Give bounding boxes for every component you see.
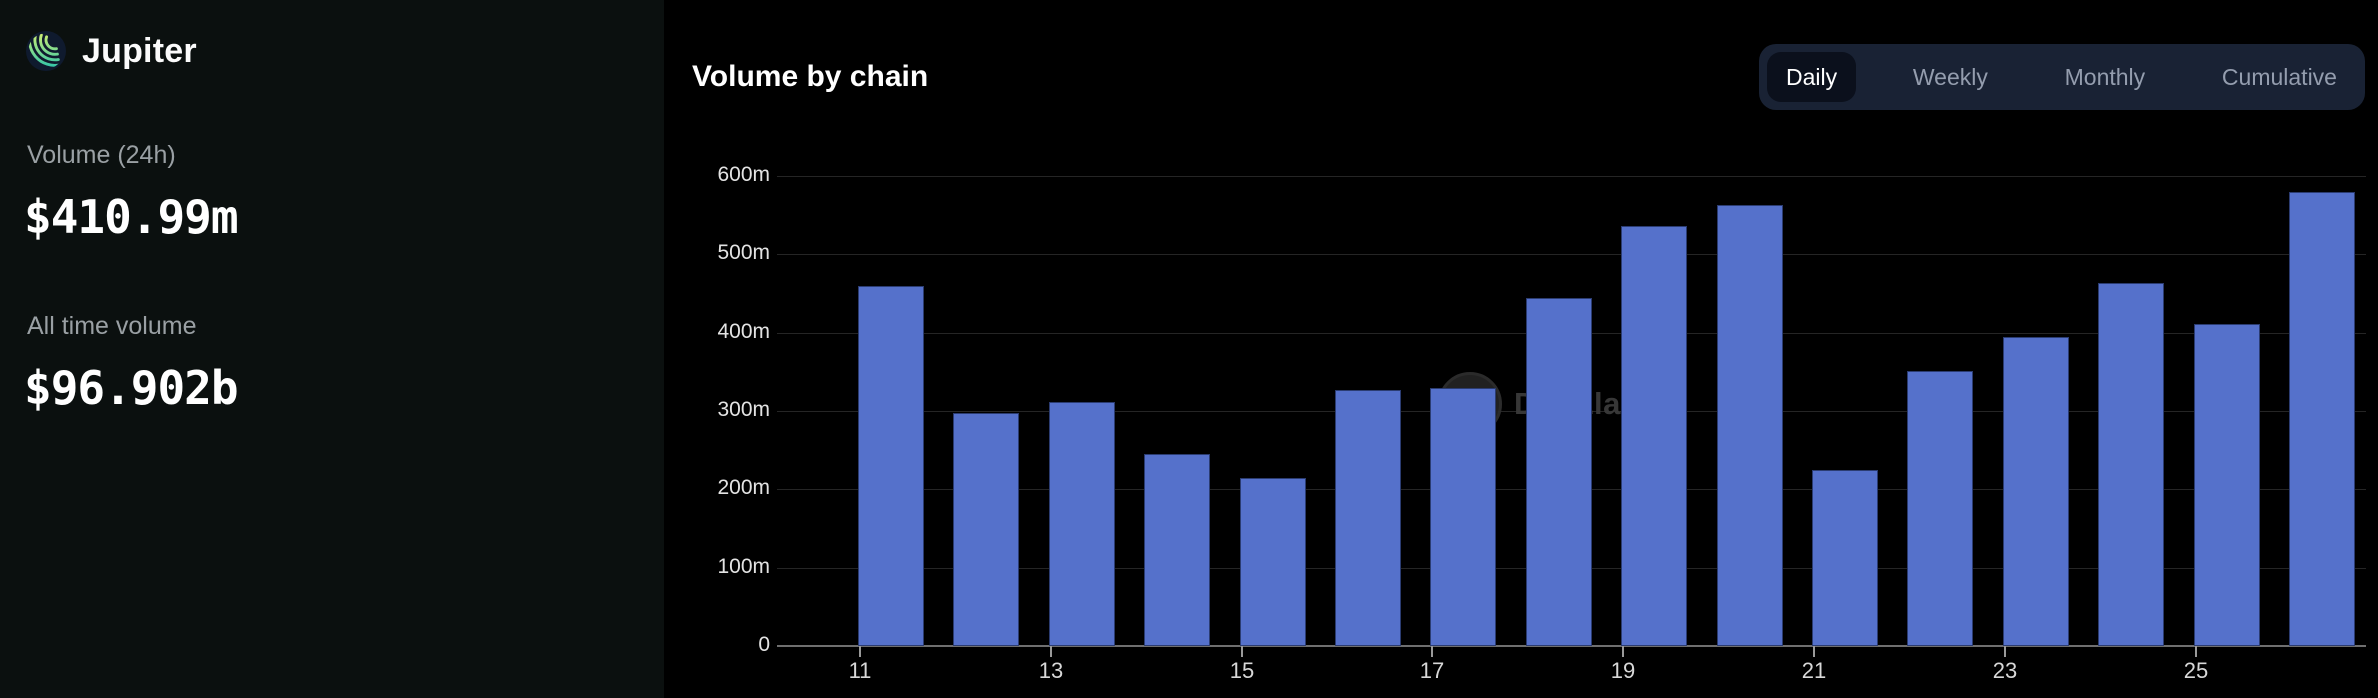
- gridline-600m: [777, 176, 2366, 177]
- bar-day-24: [2098, 283, 2164, 646]
- tab-weekly[interactable]: Weekly: [1912, 64, 1988, 90]
- bar-day-22: [1907, 371, 1973, 646]
- brand[interactable]: Jupiter: [26, 31, 197, 71]
- x-axis-label-25: 25: [2183, 658, 2209, 683]
- x-tick-17: [1431, 646, 1433, 657]
- bar-day-16: [1335, 390, 1401, 646]
- y-axis-label-100m: 100m: [717, 555, 770, 578]
- volume-24h-value: $410.99m: [24, 190, 239, 244]
- bar-day-23: [2003, 337, 2069, 646]
- x-tick-13: [1050, 646, 1052, 657]
- y-axis-label-500m: 500m: [717, 241, 770, 264]
- bar-day-14: [1144, 454, 1210, 646]
- period-tab-group: Daily Weekly Monthly Cumulative: [1759, 44, 2365, 110]
- bar-day-17: [1430, 388, 1496, 646]
- tab-cumulative[interactable]: Cumulative: [2221, 64, 2337, 90]
- chart-title: Volume by chain: [692, 60, 929, 93]
- bar-day-26: [2289, 192, 2355, 646]
- volume-24h-label: Volume (24h): [27, 141, 176, 169]
- x-axis-label-15: 15: [1229, 658, 1255, 683]
- y-axis-label-600m: 600m: [717, 163, 770, 186]
- bar-day-20: [1717, 205, 1783, 646]
- x-axis-line: [777, 645, 2366, 647]
- x-tick-19: [1622, 646, 1624, 657]
- bar-day-25: [2194, 324, 2260, 646]
- x-tick-15: [1241, 646, 1243, 657]
- y-axis-label-300m: 300m: [717, 398, 770, 421]
- x-axis-label-19: 19: [1610, 658, 1636, 683]
- app-name: Jupiter: [82, 31, 197, 70]
- x-axis-label-11: 11: [848, 658, 872, 683]
- tab-monthly[interactable]: Monthly: [2064, 64, 2146, 90]
- bar-day-11: [858, 286, 924, 646]
- all-time-volume-value: $96.902b: [24, 361, 239, 415]
- x-tick-25: [2195, 646, 2197, 657]
- y-axis-label-200m: 200m: [717, 476, 770, 499]
- bar-day-21: [1812, 470, 1878, 646]
- volume-bar-chart: 0 100m 200m 300m 400m 500m 600m 11 13 15 17 19 21 23 2…: [664, 0, 2378, 698]
- sidebar: Jupiter Volume (24h) $410.99m All time v…: [0, 0, 664, 698]
- x-tick-11: [859, 646, 861, 657]
- y-axis-label-0: 0: [758, 633, 770, 656]
- bar-day-15: [1240, 478, 1306, 646]
- bar-day-12: [953, 413, 1019, 646]
- x-tick-23: [2004, 646, 2006, 657]
- jupiter-logo-icon: [26, 31, 66, 71]
- x-tick-21: [1813, 646, 1815, 657]
- x-axis-label-23: 23: [1992, 658, 2018, 683]
- bar-day-18: [1526, 298, 1592, 646]
- x-axis-label-13: 13: [1038, 658, 1064, 683]
- bar-day-13: [1049, 402, 1115, 646]
- x-axis-label-21: 21: [1801, 658, 1827, 683]
- gridline-500m: [777, 254, 2366, 255]
- bar-day-19: [1621, 226, 1687, 646]
- all-time-volume-label: All time volume: [27, 312, 197, 340]
- tab-daily[interactable]: Daily: [1767, 52, 1857, 102]
- y-axis-label-400m: 400m: [717, 320, 770, 343]
- x-axis-label-17: 17: [1419, 658, 1445, 683]
- main-panel: Volume by chain Daily Weekly Monthly Cumula…: [664, 0, 2378, 698]
